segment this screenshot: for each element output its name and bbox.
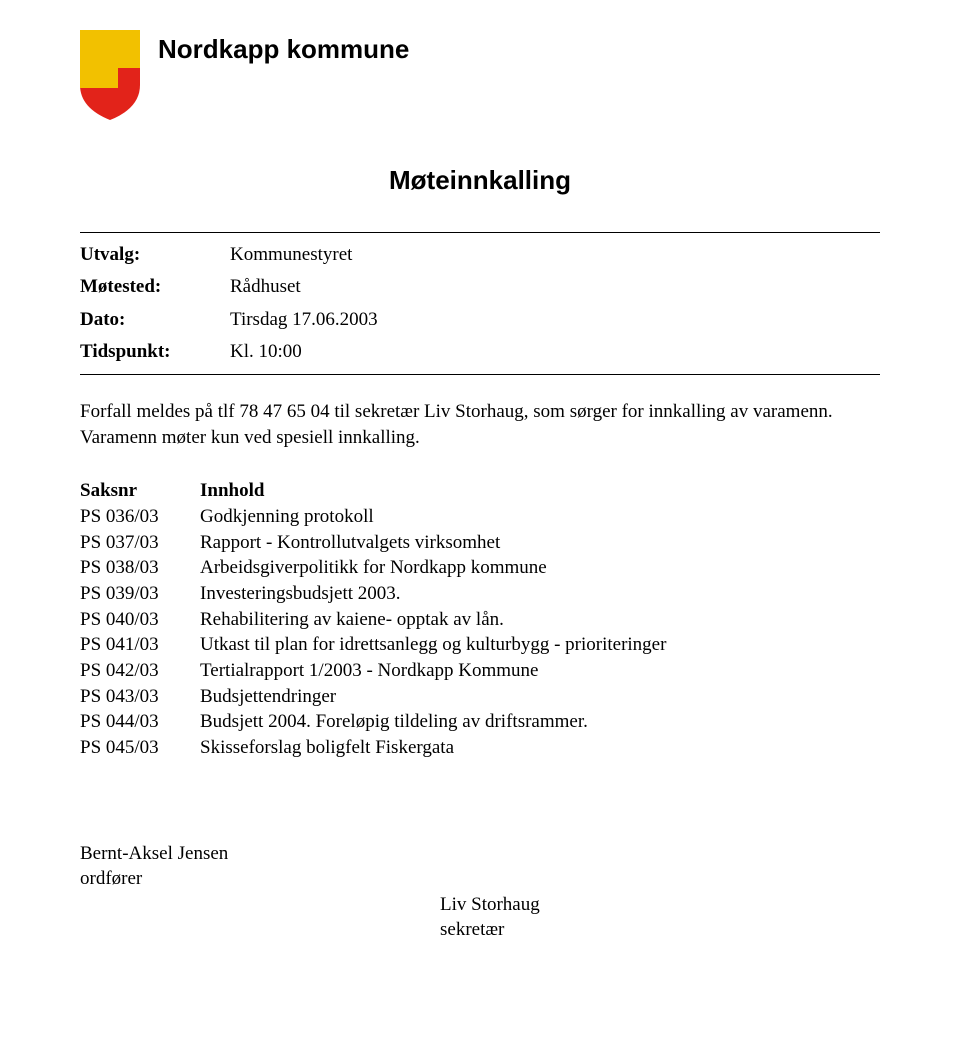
case-header-nr: Saksnr bbox=[80, 478, 200, 504]
case-nr: PS 045/03 bbox=[80, 735, 200, 761]
meta-label: Utvalg: bbox=[80, 239, 230, 271]
meta-row-tidspunkt: Tidspunkt: Kl. 10:00 bbox=[80, 336, 880, 368]
signatures: Bernt-Aksel Jensen ordfører Liv Storhaug… bbox=[80, 841, 880, 944]
document-title: Møteinnkalling bbox=[80, 165, 880, 196]
organization-name: Nordkapp kommune bbox=[158, 34, 409, 65]
case-row: PS 042/03 Tertialrapport 1/2003 - Nordka… bbox=[80, 658, 880, 684]
meta-label: Tidspunkt: bbox=[80, 336, 230, 368]
case-text: Godkjenning protokoll bbox=[200, 504, 374, 530]
case-nr: PS 043/03 bbox=[80, 684, 200, 710]
case-row: PS 037/03 Rapport - Kontrollutvalgets vi… bbox=[80, 530, 880, 556]
meta-row-dato: Dato: Tirsdag 17.06.2003 bbox=[80, 304, 880, 336]
meta-row-utvalg: Utvalg: Kommunestyret bbox=[80, 239, 880, 271]
case-nr: PS 037/03 bbox=[80, 530, 200, 556]
case-nr: PS 041/03 bbox=[80, 632, 200, 658]
case-row: PS 043/03 Budsjettendringer bbox=[80, 684, 880, 710]
case-text: Budsjett 2004. Foreløpig tildeling av dr… bbox=[200, 709, 588, 735]
case-text: Utkast til plan for idrettsanlegg og kul… bbox=[200, 632, 666, 658]
case-text: Investeringsbudsjett 2003. bbox=[200, 581, 401, 607]
document-header: Nordkapp kommune bbox=[80, 30, 880, 125]
case-nr: PS 044/03 bbox=[80, 709, 200, 735]
case-text: Skisseforslag boligfelt Fiskergata bbox=[200, 735, 454, 761]
case-nr: PS 042/03 bbox=[80, 658, 200, 684]
case-list-header: Saksnr Innhold bbox=[80, 478, 880, 504]
municipal-crest-icon bbox=[80, 30, 140, 125]
meta-row-motested: Møtested: Rådhuset bbox=[80, 271, 880, 303]
case-nr: PS 038/03 bbox=[80, 555, 200, 581]
case-nr: PS 039/03 bbox=[80, 581, 200, 607]
meeting-meta: Utvalg: Kommunestyret Møtested: Rådhuset… bbox=[80, 232, 880, 375]
signature-right: Liv Storhaug sekretær bbox=[440, 892, 880, 943]
case-nr: PS 036/03 bbox=[80, 504, 200, 530]
meta-value: Kommunestyret bbox=[230, 239, 352, 271]
meta-label: Møtested: bbox=[80, 271, 230, 303]
meta-label: Dato: bbox=[80, 304, 230, 336]
case-text: Budsjettendringer bbox=[200, 684, 336, 710]
case-text: Rapport - Kontrollutvalgets virksomhet bbox=[200, 530, 500, 556]
case-nr: PS 040/03 bbox=[80, 607, 200, 633]
case-text: Arbeidsgiverpolitikk for Nordkapp kommun… bbox=[200, 555, 547, 581]
notice-text: Forfall meldes på tlf 78 47 65 04 til se… bbox=[80, 399, 880, 450]
meta-value: Rådhuset bbox=[230, 271, 301, 303]
meta-value: Tirsdag 17.06.2003 bbox=[230, 304, 378, 336]
signer-name: Liv Storhaug bbox=[440, 892, 880, 918]
case-row: PS 039/03 Investeringsbudsjett 2003. bbox=[80, 581, 880, 607]
case-row: PS 040/03 Rehabilitering av kaiene- oppt… bbox=[80, 607, 880, 633]
case-header-content: Innhold bbox=[200, 478, 264, 504]
signature-left: Bernt-Aksel Jensen ordfører bbox=[80, 841, 880, 892]
case-list: Saksnr Innhold PS 036/03 Godkjenning pro… bbox=[80, 478, 880, 760]
meta-value: Kl. 10:00 bbox=[230, 336, 302, 368]
case-row: PS 038/03 Arbeidsgiverpolitikk for Nordk… bbox=[80, 555, 880, 581]
case-text: Rehabilitering av kaiene- opptak av lån. bbox=[200, 607, 504, 633]
case-row: PS 045/03 Skisseforslag boligfelt Fisker… bbox=[80, 735, 880, 761]
signer-title: ordfører bbox=[80, 866, 880, 892]
case-row: PS 041/03 Utkast til plan for idrettsanl… bbox=[80, 632, 880, 658]
case-row: PS 044/03 Budsjett 2004. Foreløpig tilde… bbox=[80, 709, 880, 735]
signer-name: Bernt-Aksel Jensen bbox=[80, 841, 880, 867]
signer-title: sekretær bbox=[440, 917, 880, 943]
case-row: PS 036/03 Godkjenning protokoll bbox=[80, 504, 880, 530]
case-text: Tertialrapport 1/2003 - Nordkapp Kommune bbox=[200, 658, 538, 684]
